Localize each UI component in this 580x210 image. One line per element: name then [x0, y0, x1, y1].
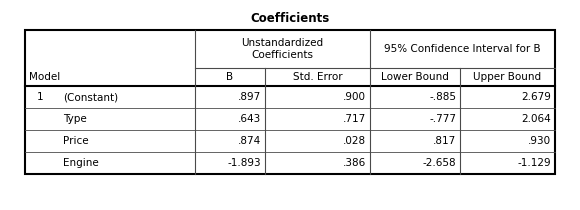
Text: (Constant): (Constant): [63, 92, 118, 102]
Text: 1: 1: [37, 92, 44, 102]
Text: -2.658: -2.658: [422, 158, 456, 168]
Text: .817: .817: [433, 136, 456, 146]
Text: Engine: Engine: [63, 158, 99, 168]
Text: -1.893: -1.893: [227, 158, 261, 168]
Text: .028: .028: [343, 136, 366, 146]
Text: .930: .930: [528, 136, 551, 146]
Text: .900: .900: [343, 92, 366, 102]
Text: 95% Confidence Interval for B: 95% Confidence Interval for B: [384, 44, 541, 54]
Text: Std. Error: Std. Error: [293, 72, 342, 82]
Text: Upper Bound: Upper Bound: [473, 72, 542, 82]
Text: Coefficients: Coefficients: [251, 12, 329, 25]
Text: .717: .717: [343, 114, 366, 124]
Bar: [25, 30, 555, 174]
Text: Lower Bound: Lower Bound: [381, 72, 449, 82]
Text: Price: Price: [63, 136, 89, 146]
Text: .643: .643: [238, 114, 261, 124]
Text: -1.129: -1.129: [517, 158, 551, 168]
Text: Type: Type: [63, 114, 87, 124]
Text: B: B: [226, 72, 234, 82]
Text: Model: Model: [29, 72, 60, 82]
Text: Unstandardized
Coefficients: Unstandardized Coefficients: [241, 38, 324, 60]
Text: -.777: -.777: [429, 114, 456, 124]
Text: .874: .874: [238, 136, 261, 146]
Text: -.885: -.885: [429, 92, 456, 102]
Text: 2.064: 2.064: [521, 114, 551, 124]
Text: .386: .386: [343, 158, 366, 168]
Text: 2.679: 2.679: [521, 92, 551, 102]
Text: .897: .897: [238, 92, 261, 102]
